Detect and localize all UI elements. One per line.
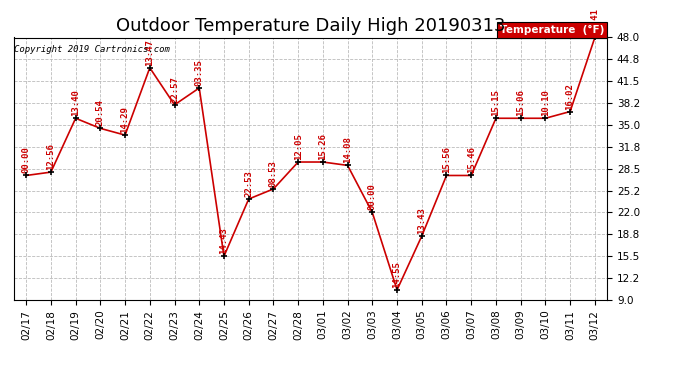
Text: 15:15: 15:15 [491,89,500,116]
Text: 13:40: 13:40 [71,89,80,116]
Text: 22:57: 22:57 [170,76,179,103]
Text: 14:43: 14:43 [219,227,228,254]
Text: 11:41: 11:41 [591,9,600,36]
Text: 14:29: 14:29 [121,106,130,133]
Text: 14:08: 14:08 [343,136,352,164]
Text: 20:54: 20:54 [96,99,105,126]
Text: 00:00: 00:00 [21,147,30,174]
Text: 12:56: 12:56 [46,143,55,170]
Text: 03:35: 03:35 [195,59,204,86]
Text: 12:05: 12:05 [294,133,303,160]
Text: 13:47: 13:47 [146,39,155,66]
Title: Outdoor Temperature Daily High 20190313: Outdoor Temperature Daily High 20190313 [116,16,505,34]
Text: 10:10: 10:10 [541,89,550,116]
Text: Temperature  (°F): Temperature (°F) [500,25,604,35]
Text: 16:02: 16:02 [566,82,575,110]
Text: 00:00: 00:00 [368,184,377,210]
Text: 08:53: 08:53 [269,160,278,187]
Text: 15:46: 15:46 [466,147,475,174]
Text: 15:56: 15:56 [442,147,451,174]
Text: 15:06: 15:06 [516,89,525,116]
Text: 13:43: 13:43 [417,207,426,234]
Text: Copyright 2019 Cartronics.com: Copyright 2019 Cartronics.com [14,45,170,54]
Text: 22:53: 22:53 [244,170,253,197]
Text: 14:55: 14:55 [393,261,402,288]
Text: 15:26: 15:26 [318,133,327,160]
